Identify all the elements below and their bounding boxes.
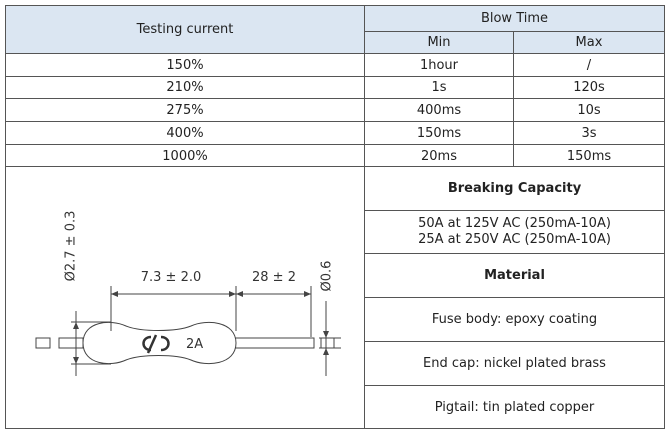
table-cell: 400% [5, 121, 365, 145]
table-cell: 150ms [513, 144, 665, 168]
table-cell: 1000% [5, 144, 365, 168]
body-diameter: Ø2.7 ± 0.3 [64, 211, 79, 282]
header-blow-time: Blow Time [364, 5, 665, 32]
table-cell: 275% [5, 98, 365, 122]
breaking-capacity-line: 25A at 250V AC (250mA-10A) [418, 232, 611, 247]
table-cell: 1hour [364, 53, 514, 77]
table-cell: 1s [364, 76, 514, 99]
body-length: 7.3 ± 2.0 [141, 270, 202, 285]
table-cell: 150ms [364, 121, 514, 145]
breaking-capacity-title: Breaking Capacity [364, 166, 665, 211]
header-max: Max [513, 31, 665, 54]
table-cell: 210% [5, 76, 365, 99]
table-cell: 150% [5, 53, 365, 77]
breaking-capacity-line: 50A at 125V AC (250mA-10A) [418, 216, 611, 231]
breaking-capacity: 50A at 125V AC (250mA-10A) 25A at 250V A… [364, 210, 665, 254]
material: Fuse body: epoxy coating [364, 297, 665, 342]
diagram-cell: Ø2.7 ± 0.3 7.3 ± 2.0 28 ± 2 Ø0.6 2A [5, 166, 365, 429]
fuse-diagram: Ø2.7 ± 0.3 7.3 ± 2.0 28 ± 2 Ø0.6 2A [35, 211, 341, 376]
table-cell: 120s [513, 76, 665, 99]
header-testing-current: Testing current [5, 5, 365, 54]
table-cell: 400ms [364, 98, 514, 122]
lead-diameter: Ø0.6 [320, 261, 335, 292]
table-cell: 10s [513, 98, 665, 122]
marking: 2A [186, 337, 203, 352]
header-min: Min [364, 31, 514, 54]
lead-length: 28 ± 2 [252, 270, 296, 285]
material: Pigtail: tin plated copper [364, 385, 665, 429]
material-title: Material [364, 253, 665, 298]
table-cell: 20ms [364, 144, 514, 168]
table-cell: / [513, 53, 665, 77]
table-cell: 3s [513, 121, 665, 145]
material: End cap: nickel plated brass [364, 341, 665, 386]
